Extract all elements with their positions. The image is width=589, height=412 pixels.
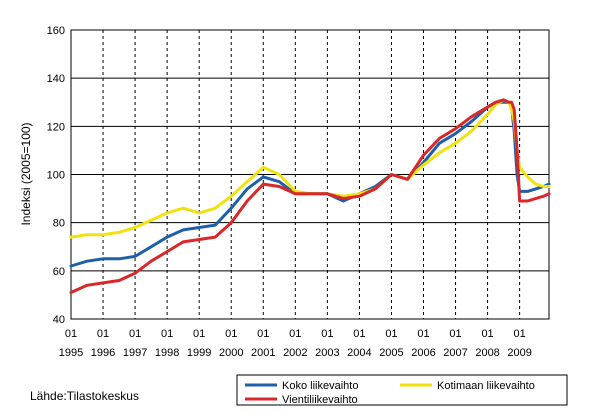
legend-label: Koko liikevaihto: [282, 380, 358, 392]
series-line-3: [69, 98, 551, 294]
x-tick-year-label: 2007: [443, 347, 467, 359]
x-tick-month-label: 01: [353, 328, 365, 340]
x-tick-year-label: 1999: [187, 347, 211, 359]
x-tick-month-label: 01: [193, 328, 205, 340]
x-tick-year-label: 2003: [315, 347, 339, 359]
x-tick-year-label: 1998: [155, 347, 179, 359]
x-tick-year-label: 2009: [507, 347, 531, 359]
x-tick-year-label: 1997: [123, 347, 147, 359]
horizontal-gridlines: [71, 29, 549, 320]
x-tick-year-label: 2002: [283, 347, 307, 359]
x-tick-month-label: 01: [225, 328, 237, 340]
x-tick-year-label: 2006: [411, 347, 435, 359]
x-tick-month-label: 01: [449, 328, 461, 340]
x-tick-month-label: 01: [257, 328, 269, 340]
y-tick-label: 120: [47, 121, 65, 133]
x-tick-month-label: 01: [129, 328, 141, 340]
x-tick-month-label: 01: [289, 328, 301, 340]
legend-box: [236, 374, 568, 406]
legend: Koko liikevaihto Kotimaan liikevaihto Vien…: [236, 374, 568, 406]
x-tick-month-label: 01: [97, 328, 109, 340]
x-axis-tick-labels: 01 1995 01 1996 01 1997 01 1998 01 1999 01 2000 01 20…: [59, 328, 532, 359]
y-axis-tick-labels: 40 60 80 100 120 140 160: [47, 25, 65, 326]
x-tick-month-label: 01: [321, 328, 333, 340]
x-tick-month-label: 01: [481, 328, 493, 340]
legend-label: Kotimaan liikevaihto: [437, 380, 535, 392]
x-tick-year-label: 2000: [219, 347, 243, 359]
x-tick-year-label: 2001: [251, 347, 275, 359]
x-tick-year-label: 1996: [91, 347, 115, 359]
vertical-gridlines: [102, 30, 521, 319]
x-tick-month-label: 01: [385, 328, 397, 340]
x-tick-month-label: 01: [161, 328, 173, 340]
y-tick-label: 160: [47, 25, 65, 37]
y-tick-label: 80: [53, 218, 65, 230]
x-tick-year-label: 1995: [59, 347, 83, 359]
y-tick-label: 100: [47, 170, 65, 182]
x-tick-month-label: 01: [65, 328, 77, 340]
x-tick-month-label: 01: [513, 328, 525, 340]
x-tick-year-label: 2008: [475, 347, 499, 359]
x-tick-year-label: 2004: [347, 347, 371, 359]
source-note: Lähde:Tilastokeskus: [30, 389, 139, 403]
y-tick-label: 40: [53, 314, 65, 326]
legend-label: Vientiliikevaihto: [282, 394, 358, 406]
series-lines: [69, 98, 551, 294]
y-tick-label: 140: [47, 73, 65, 85]
y-axis-label: Indeksi (2005=100): [19, 122, 33, 225]
x-tick-month-label: 01: [417, 328, 429, 340]
y-tick-label: 60: [53, 266, 65, 278]
x-tick-year-label: 2005: [379, 347, 403, 359]
